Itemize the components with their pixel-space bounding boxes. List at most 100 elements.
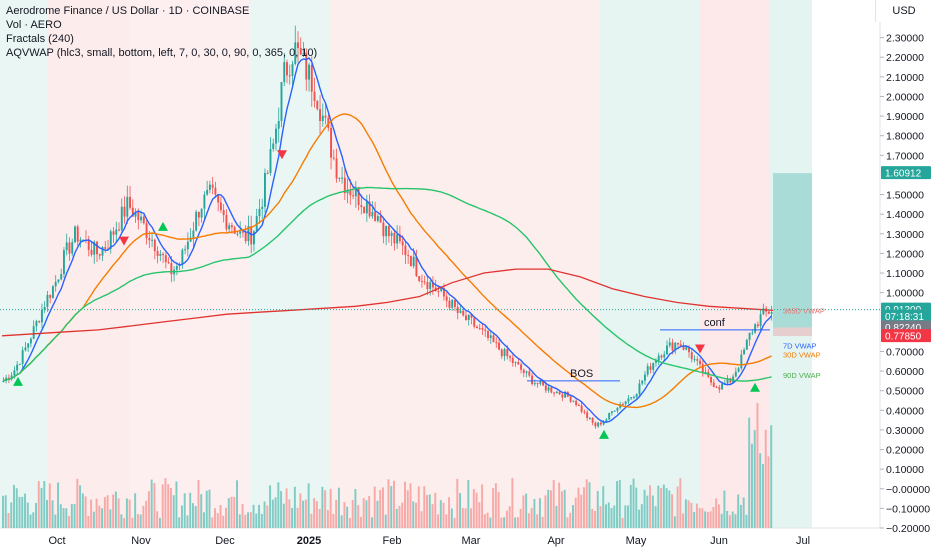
candle-body <box>302 52 305 55</box>
candle-body <box>200 208 203 218</box>
target-zone <box>773 173 812 328</box>
volume-bar <box>607 502 610 528</box>
candle-body <box>354 187 357 197</box>
candle-body <box>531 375 534 385</box>
volume-bar <box>282 503 285 528</box>
y-tick-label: 1.80000 <box>886 131 924 143</box>
volume-bar <box>76 478 79 528</box>
volume-bar <box>527 513 530 528</box>
volume-bar <box>417 486 420 528</box>
candle-body <box>230 225 233 228</box>
volume-bar <box>594 510 596 528</box>
candle-body <box>376 216 379 221</box>
volume-bar <box>552 480 555 528</box>
candle-body <box>252 231 255 245</box>
vwap-90d-line <box>3 186 772 382</box>
y-tick-label: 0.40000 <box>886 405 924 417</box>
volume-bar <box>167 484 170 528</box>
candle-body <box>729 378 732 383</box>
candle-body <box>126 196 129 217</box>
volume-bar <box>103 497 106 528</box>
currency-label[interactable]: USD <box>875 0 932 22</box>
volume-bar <box>627 505 630 528</box>
candle-body <box>104 247 107 249</box>
candle-body <box>478 328 481 330</box>
volume-bar <box>585 479 588 528</box>
volume-bar <box>191 503 194 528</box>
candle-body <box>29 338 32 344</box>
volume-bar <box>632 478 635 528</box>
candle-body <box>195 211 198 231</box>
candle-body <box>476 326 478 329</box>
candle-body <box>470 314 473 318</box>
candle-body <box>767 311 770 314</box>
candle-body <box>660 355 663 358</box>
volume-bar <box>329 488 332 528</box>
candle-body <box>500 349 503 357</box>
volume-bar <box>654 506 657 528</box>
candle-body <box>393 232 396 244</box>
candle-body <box>129 196 132 208</box>
volume-bar <box>315 501 318 528</box>
volume-bar <box>605 504 607 528</box>
fractals-indicator-label[interactable]: Fractals (240) <box>6 33 74 45</box>
candle-body <box>40 309 43 323</box>
volume-bar <box>756 403 759 528</box>
volume-bar <box>676 486 679 528</box>
volume-bar <box>362 498 365 528</box>
volume-bar <box>340 515 343 528</box>
candle-body <box>624 401 627 405</box>
volume-bar <box>101 508 104 528</box>
candle-body <box>236 233 239 235</box>
candle-body <box>456 306 459 313</box>
candle-body <box>382 222 385 237</box>
candle-body <box>137 212 140 221</box>
volume-bar <box>57 482 60 528</box>
fractal-up-marker <box>158 221 168 231</box>
vwap-7d-line <box>3 57 773 423</box>
volume-bar <box>288 499 291 528</box>
volume-bar <box>277 482 280 528</box>
symbol-title[interactable]: Aerodrome Finance / US Dollar · 1D · COI… <box>6 5 250 17</box>
volume-bar <box>486 512 489 528</box>
candle-body <box>294 42 297 64</box>
volume-bar <box>522 495 525 528</box>
x-tick-label: Jul <box>796 535 810 547</box>
candle-body <box>442 287 445 297</box>
volume-bar <box>635 487 638 528</box>
candle-body <box>539 381 542 384</box>
candle-body <box>404 245 407 256</box>
candle-body <box>745 339 748 350</box>
volume-bar <box>359 516 362 528</box>
candle-body <box>682 345 685 350</box>
volume-bar <box>665 488 668 528</box>
volume-bar <box>516 517 519 528</box>
price-axis <box>880 0 932 550</box>
y-tick-label: 1.70000 <box>886 150 924 162</box>
y-tick-label: −0.20000 <box>886 523 930 535</box>
candle-body <box>487 330 489 338</box>
volume-bar <box>588 482 591 528</box>
candle-body <box>148 238 151 241</box>
candle-body <box>280 82 283 121</box>
volume-bar <box>365 500 368 528</box>
candle-body <box>186 241 189 250</box>
candle-body <box>451 299 454 308</box>
candle-body <box>693 359 696 361</box>
volume-bar <box>536 514 539 528</box>
y-tick-label: −0.00000 <box>886 484 930 496</box>
volume-bar <box>616 481 618 528</box>
candle-body <box>613 410 616 412</box>
volume-indicator-label[interactable]: Vol · AERO <box>6 19 62 31</box>
candle-body <box>632 396 635 398</box>
candle-body <box>721 383 724 390</box>
candle-body <box>27 343 30 348</box>
candle-body <box>396 234 399 244</box>
volume-bar <box>420 511 423 528</box>
candle-body <box>90 250 93 255</box>
aqvwap-indicator-label[interactable]: AQVWAP (hlc3, small, bottom, left, 7, 0,… <box>6 47 318 59</box>
volume-bar <box>580 494 583 528</box>
volume-bar <box>269 485 272 528</box>
